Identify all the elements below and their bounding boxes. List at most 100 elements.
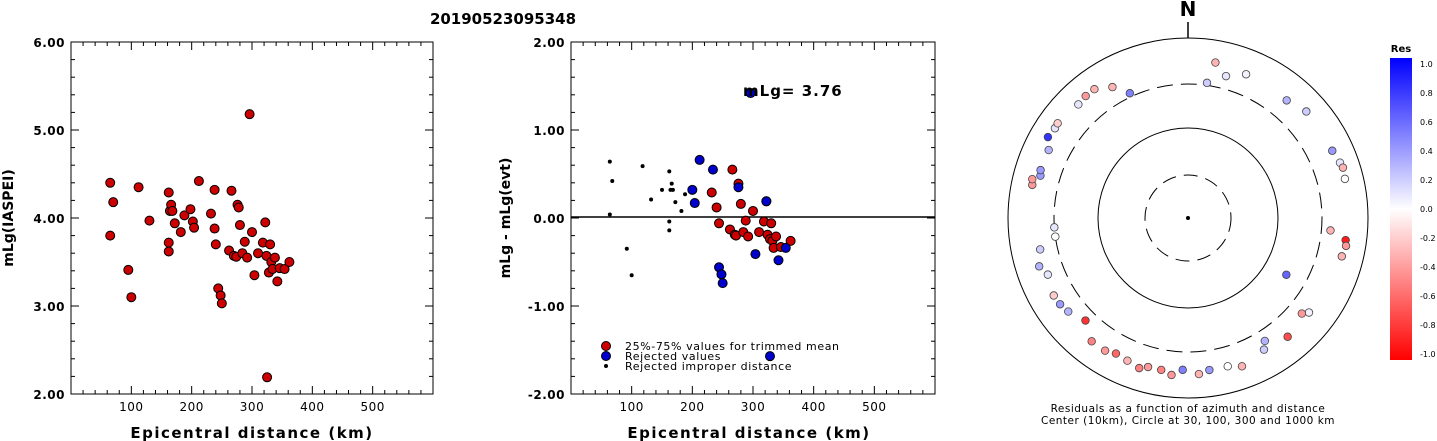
residual-point	[1304, 308, 1314, 317]
residual-point	[1035, 262, 1044, 271]
legend-swatch-improper	[604, 364, 608, 368]
residual-point	[1087, 337, 1096, 346]
data-point	[279, 264, 290, 275]
data-point	[766, 218, 777, 229]
data-point	[123, 264, 134, 275]
residual-point	[1081, 91, 1090, 101]
data-point	[754, 227, 765, 238]
colorbar-tick-label: 0.6	[1420, 118, 1433, 127]
data-point	[711, 202, 722, 213]
data-point	[727, 164, 738, 175]
residual-point	[1178, 365, 1187, 375]
residual-point	[1302, 107, 1311, 116]
data-point	[764, 351, 775, 362]
data-point	[234, 220, 245, 231]
data-point-improper	[629, 273, 634, 278]
data-point	[163, 246, 174, 257]
data-point	[733, 182, 744, 193]
residual-point	[1340, 174, 1350, 184]
ring-300km	[1053, 83, 1323, 353]
residual-point	[1297, 309, 1307, 318]
data-point	[175, 227, 186, 238]
residual-point	[1123, 356, 1132, 365]
residual-point	[1157, 365, 1166, 375]
data-point	[773, 255, 784, 266]
residual-point	[1237, 362, 1247, 371]
residual-point	[1202, 78, 1212, 88]
chart-1-ylabel: mLg(IASPEI)	[1, 169, 17, 267]
residual-point	[1338, 163, 1348, 172]
y-tick-label: 4.00	[33, 212, 65, 226]
legend-label-trimmed: 25%-75% values for trimmed mean	[625, 340, 840, 353]
data-point	[735, 198, 746, 209]
polar-caption-1: Residuals as a function of azimuth and d…	[1051, 403, 1326, 415]
data-point	[740, 215, 751, 226]
data-point	[205, 208, 216, 219]
data-point	[209, 223, 220, 234]
data-point	[133, 182, 144, 193]
residual-point	[1211, 58, 1220, 67]
data-point	[144, 215, 155, 226]
data-point	[269, 252, 280, 263]
data-point-improper	[669, 181, 674, 186]
data-point	[179, 210, 190, 221]
data-point	[209, 184, 220, 195]
chart-1: mLg(IASPEI) Epicentral distance (km) 100…	[1, 36, 434, 441]
chart-2-frame	[570, 41, 936, 395]
chart-2-annotation: mLg= 3.76	[743, 82, 843, 100]
y-tick-label: -1.00	[528, 300, 565, 314]
x-tick-label: 100	[119, 400, 143, 414]
x-tick-label: 500	[360, 400, 384, 414]
residual-point	[1081, 316, 1090, 325]
residual-point	[1055, 300, 1065, 309]
data-point-improper	[607, 159, 612, 164]
data-point	[189, 222, 200, 233]
legend-label-rejected: Rejected values	[625, 350, 721, 363]
colorbar-tick-label: 1.0	[1420, 60, 1433, 69]
chart-2-legend: 25%-75% values for trimmed mean Rejected…	[601, 340, 840, 373]
residual-point	[1283, 332, 1292, 341]
data-point-improper	[640, 164, 645, 169]
data-point	[745, 88, 756, 99]
residual-point	[1259, 345, 1269, 354]
residual-point	[1074, 100, 1083, 109]
colorbar-tick-label: 0.4	[1420, 147, 1433, 156]
data-point	[707, 164, 718, 175]
figure-title: 20190523095348	[430, 10, 576, 28]
data-point	[244, 109, 255, 120]
residual-point	[1049, 291, 1058, 300]
x-tick-label: 400	[300, 400, 324, 414]
y-tick-label: 6.00	[33, 36, 65, 50]
data-point	[105, 177, 116, 188]
colorbar-tick-label: -0.2	[1420, 234, 1436, 243]
ring-100km	[1097, 127, 1279, 309]
data-point	[169, 218, 180, 229]
data-point	[242, 252, 253, 263]
data-point	[748, 205, 758, 216]
residual-point	[1100, 346, 1110, 355]
residual-point	[1328, 146, 1337, 155]
data-point	[247, 227, 257, 238]
residual-point	[1044, 145, 1053, 155]
chart-2: mLg - mLg(evt) Epicentral distance (km) …	[498, 36, 936, 441]
residual-point	[1221, 71, 1231, 81]
y-tick-label: 2.00	[33, 388, 65, 402]
data-point	[750, 249, 761, 260]
residual-point	[1028, 174, 1037, 184]
y-tick-label: -2.00	[528, 388, 565, 402]
chart-1-xlabel: Epicentral distance (km)	[130, 424, 373, 441]
center-point	[1186, 216, 1190, 220]
residual-point	[1064, 307, 1073, 316]
chart-1-frame	[70, 41, 434, 395]
data-point-improper	[610, 179, 615, 184]
colorbar-tick-label: -0.4	[1420, 263, 1436, 272]
data-point	[265, 239, 276, 250]
ring-30km	[1144, 174, 1232, 262]
data-point	[163, 237, 174, 248]
chart-2-ylabel: mLg - mLg(evt)	[498, 158, 514, 279]
residual-point	[1260, 336, 1270, 346]
residual-point	[1053, 119, 1062, 128]
y-tick-label: 5.00	[33, 124, 65, 138]
x-tick-label: 500	[862, 400, 886, 414]
legend-swatch-rejected	[601, 351, 611, 361]
